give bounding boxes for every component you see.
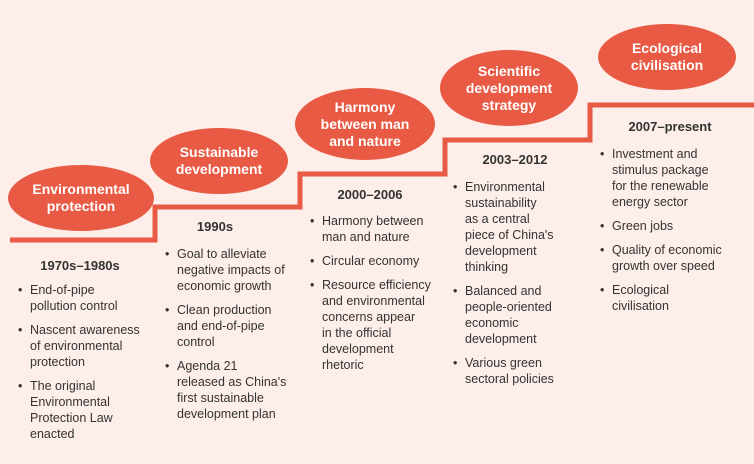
stage-period-2007-present: 2007–present (628, 119, 712, 134)
stage-items-2: Goal to alleviate negative impacts of ec… (165, 246, 305, 430)
list-item: Balanced and people-oriented economic de… (453, 283, 593, 347)
list-item: Nascent awareness of environmental prote… (18, 322, 153, 370)
list-item: Clean production and end-of-pipe control (165, 302, 305, 350)
stage-period-1990s: 1990s (196, 219, 234, 234)
list-item: Goal to alleviate negative impacts of ec… (165, 246, 305, 294)
list-item: Quality of economic growth over speed (600, 242, 750, 274)
list-item: Agenda 21 released as China's first sust… (165, 358, 305, 422)
stage-title-environmental-protection: Environmental protection (8, 165, 154, 231)
list-item: End-of-pipe pollution control (18, 282, 153, 314)
list-item: Environmental sustainability as a centra… (453, 179, 593, 275)
list-item: Circular economy (310, 253, 450, 269)
stage-items-5: Investment and stimulus package for the … (600, 146, 750, 322)
stage-title-sustainable-development: Sustainable development (150, 128, 288, 194)
stage-title-ecological-civilisation: Ecological civilisation (598, 24, 736, 90)
list-item: Various green sectoral policies (453, 355, 593, 387)
stage-title-harmony-between-man-and-nature: Harmony between man and nature (295, 88, 435, 160)
stage-items-3: Harmony between man and nature Circular … (310, 213, 450, 381)
list-item: Green jobs (600, 218, 750, 234)
list-item: Investment and stimulus package for the … (600, 146, 750, 210)
stage-items-4: Environmental sustainability as a centra… (453, 179, 593, 395)
stage-period-2000-2006: 2000–2006 (337, 187, 403, 202)
stage-items-1: End-of-pipe pollution control Nascent aw… (18, 282, 153, 450)
list-item: Harmony between man and nature (310, 213, 450, 245)
list-item: Resource efficiency and environmental co… (310, 277, 450, 373)
list-item: The original Environmental Protection La… (18, 378, 153, 442)
stage-title-scientific-development-strategy: Scientific development strategy (440, 50, 578, 126)
stage-period-1970s-1980s: 1970s–1980s (40, 258, 120, 273)
list-item: Ecological civilisation (600, 282, 750, 314)
stage-period-2003-2012: 2003–2012 (482, 152, 548, 167)
